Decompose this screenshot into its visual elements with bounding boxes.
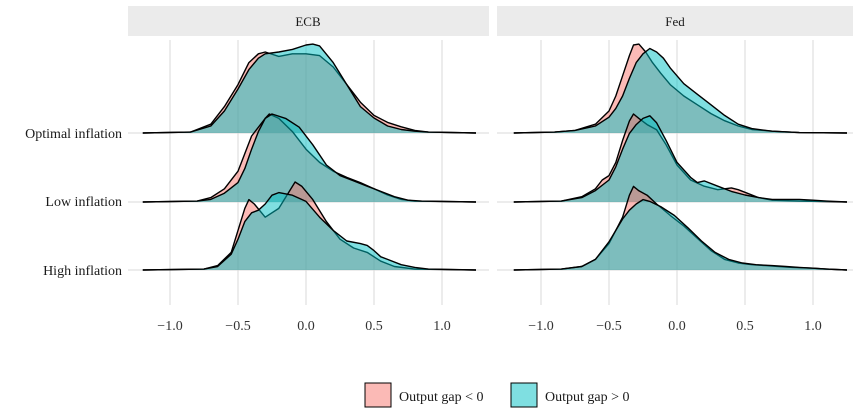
row-label-low-inflation: Low inflation [45,195,122,210]
legend-key-negative [365,383,391,407]
tick-label: 0.0 [297,319,315,334]
strip-label-ecb: ECB [295,14,321,29]
strip-label-fed: Fed [665,14,685,29]
tick-label: 0.5 [365,319,383,334]
row-label-optimal-inflation: Optimal inflation [25,127,122,142]
legend-label-negative: Output gap < 0 [399,390,484,405]
legend-label-positive: Output gap > 0 [545,390,630,405]
tick-label: −1.0 [528,319,553,334]
tick-label: −1.0 [157,319,182,334]
tick-label: 1.0 [433,319,451,334]
tick-label: 0.0 [668,319,686,334]
tick-label: −0.5 [596,319,621,334]
tick-label: −0.5 [225,319,250,334]
legend-key-positive [511,383,537,407]
tick-label: 0.5 [736,319,754,334]
tick-label: 1.0 [804,319,822,334]
row-label-high-inflation: High inflation [43,264,122,279]
